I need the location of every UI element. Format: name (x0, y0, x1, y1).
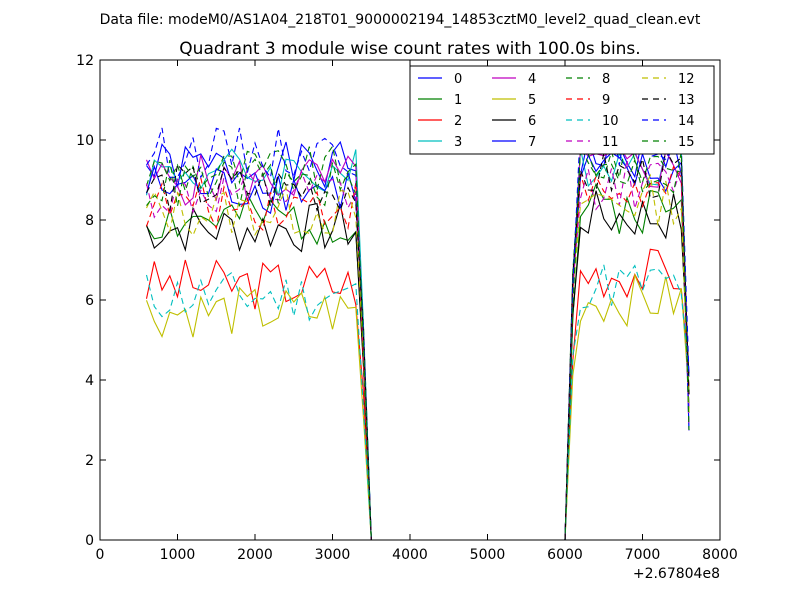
series-line-13 (146, 148, 690, 541)
legend-label-13: 13 (678, 93, 695, 108)
legend-label-15: 15 (678, 135, 695, 150)
legend-label-6: 6 (528, 114, 536, 129)
plot-lines (145, 113, 690, 541)
series-line-15 (146, 146, 690, 541)
x-offset-label: +2.67804e8 (633, 566, 720, 582)
legend-label-5: 5 (528, 93, 536, 108)
x-tick-label: 0 (96, 547, 105, 563)
series-line-0 (146, 130, 690, 541)
legend-label-3: 3 (454, 135, 462, 150)
legend-label-4: 4 (528, 72, 536, 87)
legend-label-1: 1 (454, 93, 462, 108)
chart-title: Quadrant 3 module wise count rates with … (179, 39, 640, 59)
x-tick-label: 8000 (702, 547, 738, 563)
series-line-9 (145, 165, 690, 541)
legend-label-10: 10 (602, 114, 619, 129)
series-line-14 (146, 113, 690, 541)
legend-frame (409, 65, 715, 155)
y-tick-label: 2 (85, 453, 94, 469)
series-line-3 (145, 140, 690, 541)
series-line-2 (145, 248, 690, 541)
series-line-6 (145, 190, 690, 541)
legend-label-8: 8 (602, 72, 610, 87)
y-tick-label: 6 (85, 293, 94, 309)
x-tick-label: 7000 (625, 547, 661, 563)
x-tick-label: 6000 (547, 547, 583, 563)
x-tick-label: 5000 (470, 547, 506, 563)
legend-label-11: 11 (602, 135, 619, 150)
legend-label-7: 7 (528, 135, 536, 150)
y-tick-label: 10 (76, 133, 94, 149)
y-tick-label: 0 (85, 533, 94, 549)
legend-label-12: 12 (678, 72, 695, 87)
series-line-12 (146, 173, 690, 541)
legend-label-9: 9 (602, 93, 610, 108)
series-line-5 (145, 273, 690, 541)
x-tick-label: 4000 (392, 547, 428, 563)
x-tick-label: 1000 (160, 547, 196, 563)
x-tick-label: 2000 (237, 547, 273, 563)
legend-label-14: 14 (678, 114, 695, 129)
series-line-4 (145, 144, 690, 541)
series-line-10 (145, 264, 690, 541)
chart-suptitle: Data file: modeM0/AS1A04_218T01_90000021… (100, 12, 701, 28)
y-tick-label: 4 (85, 373, 94, 389)
y-tick-label: 8 (85, 213, 94, 229)
legend-label-0: 0 (454, 72, 462, 87)
legend-label-2: 2 (454, 114, 462, 129)
x-tick-label: 3000 (315, 547, 351, 563)
x-axis: 0 1000 2000 3000 4000 5000 6000 7000 8000 (96, 60, 738, 563)
series-line-8 (145, 134, 690, 541)
y-tick-label: 12 (76, 53, 94, 69)
series-line-1 (146, 182, 690, 541)
